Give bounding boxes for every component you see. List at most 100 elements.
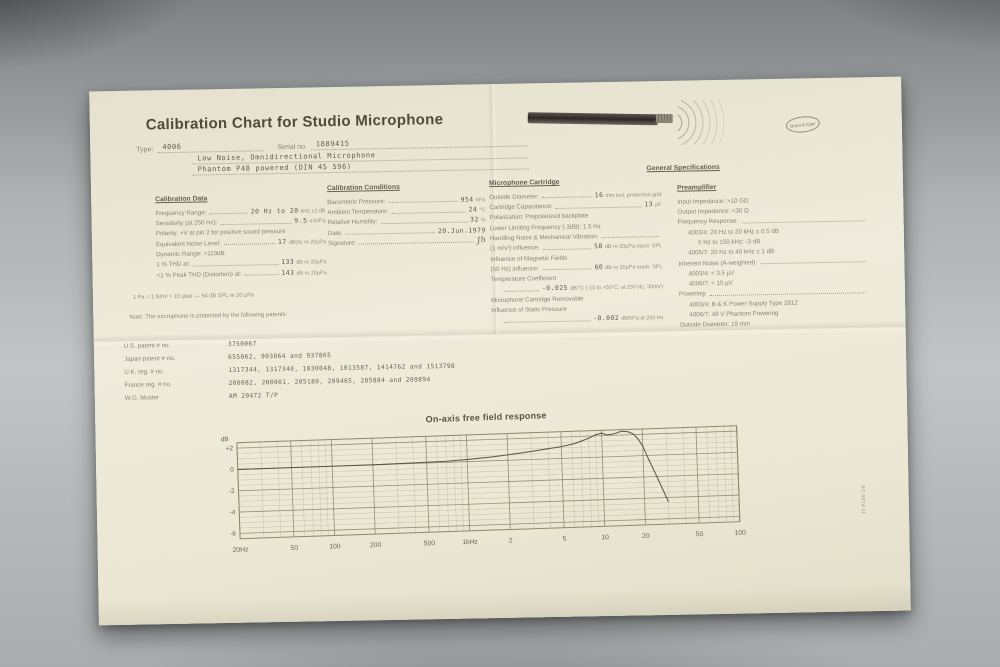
svg-text:50: 50 <box>696 531 704 538</box>
calibration-data-heading: Calibration Data <box>155 195 208 204</box>
spec-label: Relative Humidity: <box>327 218 378 227</box>
preamplifier-rows: Input Impedance: >10 GΩ Output Impedance:… <box>677 192 869 329</box>
svg-text:500: 500 <box>424 540 436 547</box>
spec-label: 4006/7: < 15 µV <box>688 279 733 288</box>
sound-waves-icon <box>677 98 725 145</box>
spec-unit: °C <box>479 207 486 214</box>
spec-unit: pF <box>655 202 662 209</box>
spec-label: (1 m/s²) influence: <box>490 244 540 253</box>
spec-unit: hPa <box>475 197 486 204</box>
microphone-cartridge-heading: Microphone Cartridge <box>488 178 560 188</box>
svg-text:dB: dB <box>221 436 229 443</box>
type-label: Type: <box>136 146 154 154</box>
spec-label: (50 Hz) influence: <box>490 265 540 274</box>
spec-unit: mm incl. protection grid <box>605 191 662 199</box>
calibration-conditions-section: Calibration Conditions Barometric Pressu… <box>326 182 487 247</box>
spec-value: -0.002 <box>592 314 620 323</box>
paper-edge-shading <box>98 584 911 626</box>
spec-value: 20 Hz to 20 <box>250 206 299 216</box>
signature-mark: Jh <box>476 234 487 245</box>
patent-value: 3750067 <box>227 340 257 348</box>
response-chart-svg: dB +2 0 -2 -4 -6 20Hz 50 100 200 500 1kHz 2 5 10 20 50 10… <box>221 425 746 554</box>
spec-unit: dB(A) re 20µPa <box>288 238 327 246</box>
spec-value: 954 <box>460 195 474 204</box>
header-fields: Type: 4006 Serial no. 1889415 Low Noise,… <box>136 136 529 179</box>
page-title: Calibration Chart for Studio Microphone <box>145 111 444 134</box>
preamplifier-heading: Preamplifier <box>676 184 717 192</box>
dotted-leader <box>504 320 591 323</box>
patents-rows: U.S. patent # no. 3750067 Japan patent # n… <box>124 329 545 402</box>
preamplifier-section: Preamplifier Input Impedance: >10 GΩ Outp… <box>677 181 870 329</box>
svg-text:50: 50 <box>290 545 298 552</box>
spec-label: Signature: <box>327 239 357 248</box>
microphone-capsule-graphic <box>655 113 673 124</box>
type-value: 4006 <box>157 141 264 154</box>
svg-text:100: 100 <box>734 529 746 536</box>
svg-text:200: 200 <box>370 542 382 549</box>
calibration-conditions-rows: Barometric Pressure: 954 hPa Ambient Temper… <box>327 193 486 247</box>
calibration-chart-paper: Calibration Chart for Studio Microphone … <box>89 76 911 626</box>
dotted-leader <box>542 268 592 271</box>
spec-value: -0.025 <box>541 284 569 293</box>
spec-label: Frequency Response: <box>677 218 739 227</box>
svg-text:20Hz: 20Hz <box>232 546 249 554</box>
svg-text:5: 5 <box>562 536 566 543</box>
spec-label: Ambient Temperature: <box>327 208 389 217</box>
svg-text:2: 2 <box>509 537 513 544</box>
calibration-data-rows: Frequency Range: 20 Hz to 20 kHz ±2 dB Sens… <box>155 204 327 279</box>
spec-label: Output Impedance: <30 Ω <box>677 207 749 216</box>
spec-unit: kHz ±2 dB <box>300 207 326 215</box>
svg-text:-4: -4 <box>229 509 235 516</box>
spec-value: 9.5 <box>294 216 308 225</box>
spec-label: Powering: <box>678 290 707 299</box>
spec-label: 1 % THD at: <box>156 260 191 269</box>
calibration-conditions-heading: Calibration Conditions <box>326 183 400 193</box>
spec-label: Dynamic Range: >110dB <box>156 250 225 259</box>
spec-label: Equivalent Noise Level: <box>155 239 221 248</box>
spec-unit: dB/hPa at 250 Hz <box>621 315 664 323</box>
spec-label: Outside Diameter: <box>489 193 540 201</box>
spec-label: Frequency Range: <box>155 209 207 218</box>
form-number: BC 0074-11 <box>860 485 867 515</box>
spec-value: 133 <box>281 258 295 267</box>
serial-label: Serial no. <box>277 143 307 152</box>
spec-label: Barometric Pressure: <box>327 197 386 206</box>
spec-value: 60 <box>594 262 604 272</box>
patents-note: Note: The microphone is protected by the… <box>129 311 288 321</box>
svg-text:1kHz: 1kHz <box>462 539 478 547</box>
pressure-reference-footnote: 1 Pa = 1 N/m² ≈ 10 µbar — 94 dB SPL re 2… <box>132 292 255 301</box>
dotted-leader <box>244 274 279 276</box>
spec-label: Influence of Static Pressure <box>491 305 567 315</box>
spec-label: Outside Diameter: 19 mm <box>679 320 751 330</box>
svg-text:-2: -2 <box>229 488 235 495</box>
dotted-leader <box>542 196 592 199</box>
spec-unit: % <box>480 217 486 224</box>
svg-text:20: 20 <box>642 533 650 540</box>
spec-label: <1 % Peak THD (Distortion) at: <box>156 270 242 279</box>
spec-label: Temperature Coefficient <box>490 275 557 284</box>
spec-label: Inherent Noise (A-weighted): <box>678 258 758 268</box>
spec-value: 24 <box>468 205 478 214</box>
spec-value: 20.Jun.1979 <box>437 225 486 235</box>
spec-label: 4003/4: < 3.5 µV <box>688 269 735 278</box>
patent-label: W.G. Muster <box>124 394 160 402</box>
spec-unit: dB re 20µPa <box>296 259 327 266</box>
spec-value: 16 <box>594 190 604 200</box>
spec-value: 17 <box>277 237 287 246</box>
calibration-data-section: Calibration Data Frequency Range: 20 Hz t… <box>155 193 326 279</box>
svg-text:10: 10 <box>601 534 609 541</box>
spec-unit: dB re 20µPa equiv. SPL <box>604 243 663 251</box>
patent-value: AM 20472 T/P <box>228 392 279 400</box>
spec-value: 32 <box>470 215 479 224</box>
dotted-leader <box>542 248 592 250</box>
spec-unit: mV/Pa <box>309 218 326 225</box>
spec-label: 5 Hz to 150 kHz: -3 dB <box>697 238 761 247</box>
dotted-leader <box>359 241 474 246</box>
spec-unit: dB re 20µPa equiv. SPL <box>605 263 663 271</box>
spec-value: 13 <box>644 200 654 209</box>
svg-text:-6: -6 <box>230 531 236 538</box>
microphone-body-graphic <box>527 112 658 126</box>
spec-label: Cartridge Capacitance: <box>489 203 553 212</box>
dotted-leader <box>209 212 248 215</box>
microphone-cartridge-section: Microphone Cartridge Outside Diameter: 16… <box>488 177 664 324</box>
